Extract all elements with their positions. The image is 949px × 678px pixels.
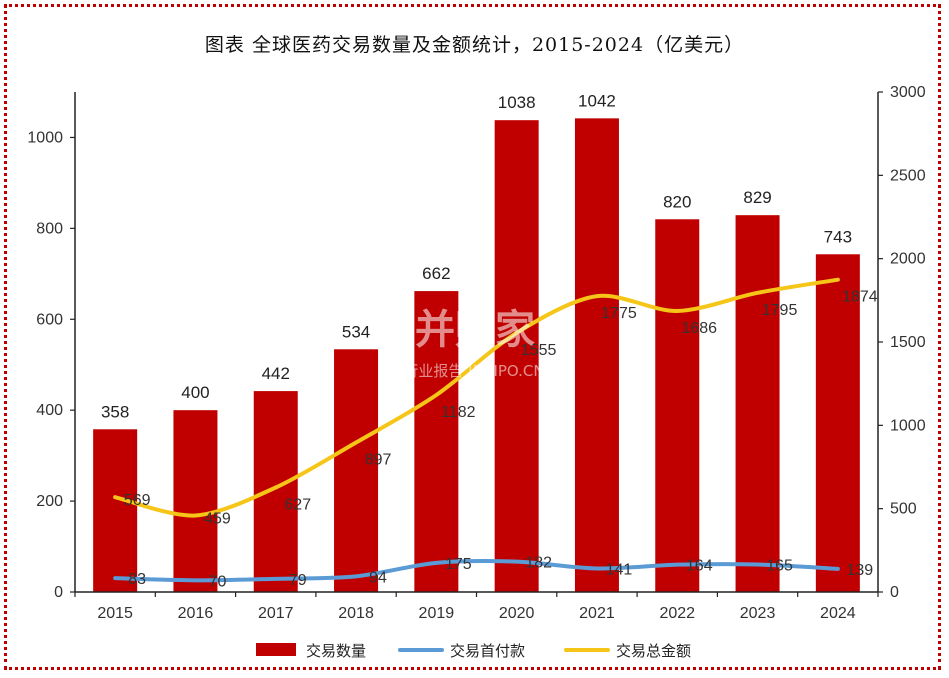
bar-2023 — [735, 215, 780, 592]
x-tick-label-2022: 2022 — [659, 605, 695, 622]
legend-swatch-0 — [256, 643, 296, 656]
left-tick-label-600: 600 — [36, 311, 63, 328]
x-tick-label-2020: 2020 — [499, 605, 535, 622]
bar-2018 — [334, 349, 379, 592]
left-tick-label-1000: 1000 — [27, 129, 63, 146]
line-交易首付款 — [113, 559, 840, 583]
left-tick-label-0: 0 — [54, 584, 63, 601]
line-label-0-2019: 175 — [445, 556, 472, 573]
watermark-logo: 并购家 — [415, 307, 535, 353]
legend-label-2: 交易总金额 — [616, 642, 691, 660]
line-label-0-2020: 182 — [525, 555, 552, 572]
bar-2019 — [414, 291, 459, 592]
watermark-subtitle: 行业报告 IPOIPO.CN — [403, 362, 544, 380]
line-label-1-2015: 569 — [124, 492, 151, 509]
left-tick-label-800: 800 — [36, 220, 63, 237]
bar-2021 — [574, 118, 619, 592]
line-label-0-2021: 141 — [606, 562, 633, 579]
bar-2016 — [173, 410, 218, 592]
line-label-1-2021: 1775 — [601, 305, 637, 322]
bar-label-2023: 829 — [743, 188, 771, 207]
bar-label-2017: 442 — [262, 364, 290, 383]
line-label-0-2022: 164 — [686, 558, 713, 575]
left-tick-label-200: 200 — [36, 493, 63, 510]
chart-title: 图表 全球医药交易数量及金额统计，2015-2024（亿美元） — [204, 34, 745, 56]
line-label-1-2022: 1686 — [681, 320, 717, 337]
legend-label-0: 交易数量 — [306, 642, 366, 660]
line-label-0-2024: 139 — [846, 562, 873, 579]
line-label-1-2023: 1795 — [762, 302, 798, 319]
line-label-1-2018: 897 — [365, 452, 392, 469]
bar-label-2020: 1038 — [498, 93, 536, 112]
x-tick-label-2024: 2024 — [820, 605, 856, 622]
bar-2024 — [815, 254, 860, 593]
bar-2020 — [494, 120, 539, 592]
line-label-1-2016: 459 — [204, 511, 231, 528]
line-label-0-2016: 70 — [209, 573, 227, 590]
chart-border — [4, 4, 941, 670]
bar-2022 — [655, 219, 700, 593]
right-tick-label-0: 0 — [890, 584, 899, 601]
bar-label-2022: 820 — [663, 192, 691, 211]
left-tick-label-400: 400 — [36, 402, 63, 419]
line-label-0-2018: 94 — [369, 569, 387, 586]
right-tick-label-2000: 2000 — [890, 251, 926, 268]
x-tick-label-2023: 2023 — [740, 605, 776, 622]
x-tick-label-2015: 2015 — [97, 605, 133, 622]
line-label-1-2019: 1182 — [441, 404, 476, 421]
bar-label-2019: 662 — [422, 264, 450, 283]
line-label-1-2024: 1874 — [842, 289, 878, 306]
bar-label-2024: 743 — [824, 227, 852, 246]
bar-label-2016: 400 — [181, 383, 209, 402]
line-label-1-2020: 1555 — [521, 342, 557, 359]
line-label-1-2017: 627 — [284, 497, 311, 514]
line-label-0-2017: 79 — [289, 572, 307, 589]
bar-2017 — [253, 391, 298, 592]
x-tick-label-2019: 2019 — [419, 605, 455, 622]
bar-label-2018: 534 — [342, 322, 370, 341]
x-tick-label-2018: 2018 — [338, 605, 374, 622]
legend-label-1: 交易首付款 — [450, 642, 525, 660]
x-tick-label-2021: 2021 — [579, 605, 615, 622]
line-交易总金额 — [113, 277, 840, 518]
bar-2015 — [93, 429, 138, 592]
bar-label-2015: 358 — [101, 402, 129, 421]
bar-label-2021: 1042 — [578, 91, 616, 110]
line-label-0-2023: 165 — [766, 558, 793, 575]
right-tick-label-1000: 1000 — [890, 417, 926, 434]
right-tick-label-1500: 1500 — [890, 334, 926, 351]
right-tick-label-2500: 2500 — [890, 167, 926, 184]
x-tick-label-2017: 2017 — [258, 605, 294, 622]
line-label-0-2015: 83 — [128, 571, 146, 588]
right-tick-label-500: 500 — [890, 501, 917, 518]
right-tick-label-3000: 3000 — [890, 84, 926, 101]
x-tick-label-2016: 2016 — [178, 605, 214, 622]
